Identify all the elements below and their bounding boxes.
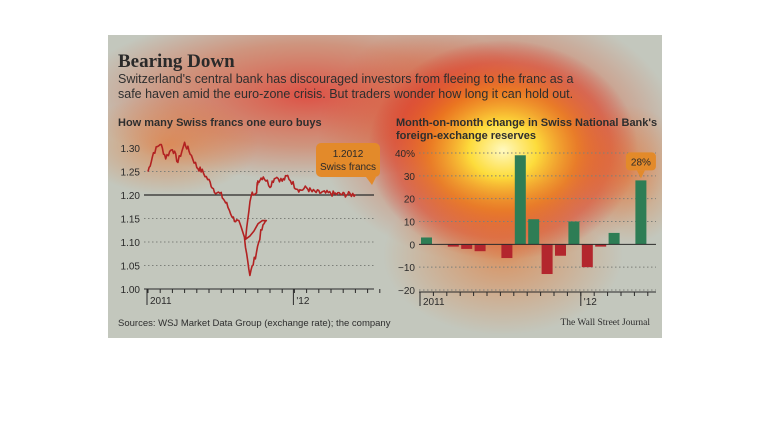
left-y-tick-label: 1.15 [121,215,141,226]
right-callout-value: 28% [631,157,651,168]
right-bar [635,180,647,245]
right-callout-pointer [636,170,645,179]
left-series-line [147,141,357,277]
right-bar [514,155,526,245]
right-y-tick-label: 20 [404,195,416,206]
sources-note: Sources: WSJ Market Data Group (exchange… [118,318,391,329]
right-chart-title-line-1: Month-on-month change in Swiss National … [396,117,658,129]
right-bar [447,244,459,247]
right-bar [421,237,432,245]
right-bar [528,219,540,245]
left-y-tick-label: 1.30 [121,144,141,155]
left-x-tick-label: '12 [296,296,309,307]
charts-svg: 1.30 1.25 1.20 1.15 1.10 1.05 1.00 2011 '12 1.201… [121,141,656,308]
right-bar [595,244,607,247]
right-bar [541,244,553,275]
dek-line-1: Switzerland's central bank has discourag… [118,72,574,86]
right-y-tick-label: 40% [395,149,415,160]
left-callout-value: 1.2012 [333,149,364,160]
left-callout-box [316,143,380,177]
right-y-tick-label: 0 [409,240,415,251]
left-y-tick-label: 1.20 [121,191,141,202]
right-callout-box [625,152,656,171]
right-x-tick-label: 2011 [423,297,445,308]
headline: Bearing Down [118,51,235,72]
right-y-tick-label: 30 [404,172,416,183]
right-bar [581,244,593,268]
right-chart-title-line-2: foreign-exchange reserves [396,130,537,142]
right-y-tick-label: 10 [404,218,416,229]
left-chart-title: How many Swiss francs one euro buys [118,117,322,129]
right-bar [608,232,620,245]
right-y-tick-label: −10 [398,263,415,274]
dek-line-2: safe haven amid the euro-zone crisis. Bu… [118,87,574,101]
right-bar [474,244,486,252]
credit-note: The Wall Street Journal [560,318,650,328]
left-y-tick-label: 1.10 [121,238,141,249]
left-y-tick-label: 1.25 [121,168,141,179]
left-callout-pointer [366,177,376,185]
left-callout-unit: Swiss francs [320,162,376,173]
left-y-tick-label: 1.00 [121,285,141,296]
chart-figure: Bearing Down Switzerland's central bank … [108,35,662,338]
right-bar [555,244,566,256]
left-y-tick-label: 1.05 [121,262,141,273]
right-bar [461,244,473,249]
left-x-tick-label: 2011 [150,296,172,307]
right-bar [568,221,580,245]
right-x-tick-label: '12 [584,297,597,308]
right-y-tick-label: −20 [398,286,415,297]
right-bar [501,244,513,259]
